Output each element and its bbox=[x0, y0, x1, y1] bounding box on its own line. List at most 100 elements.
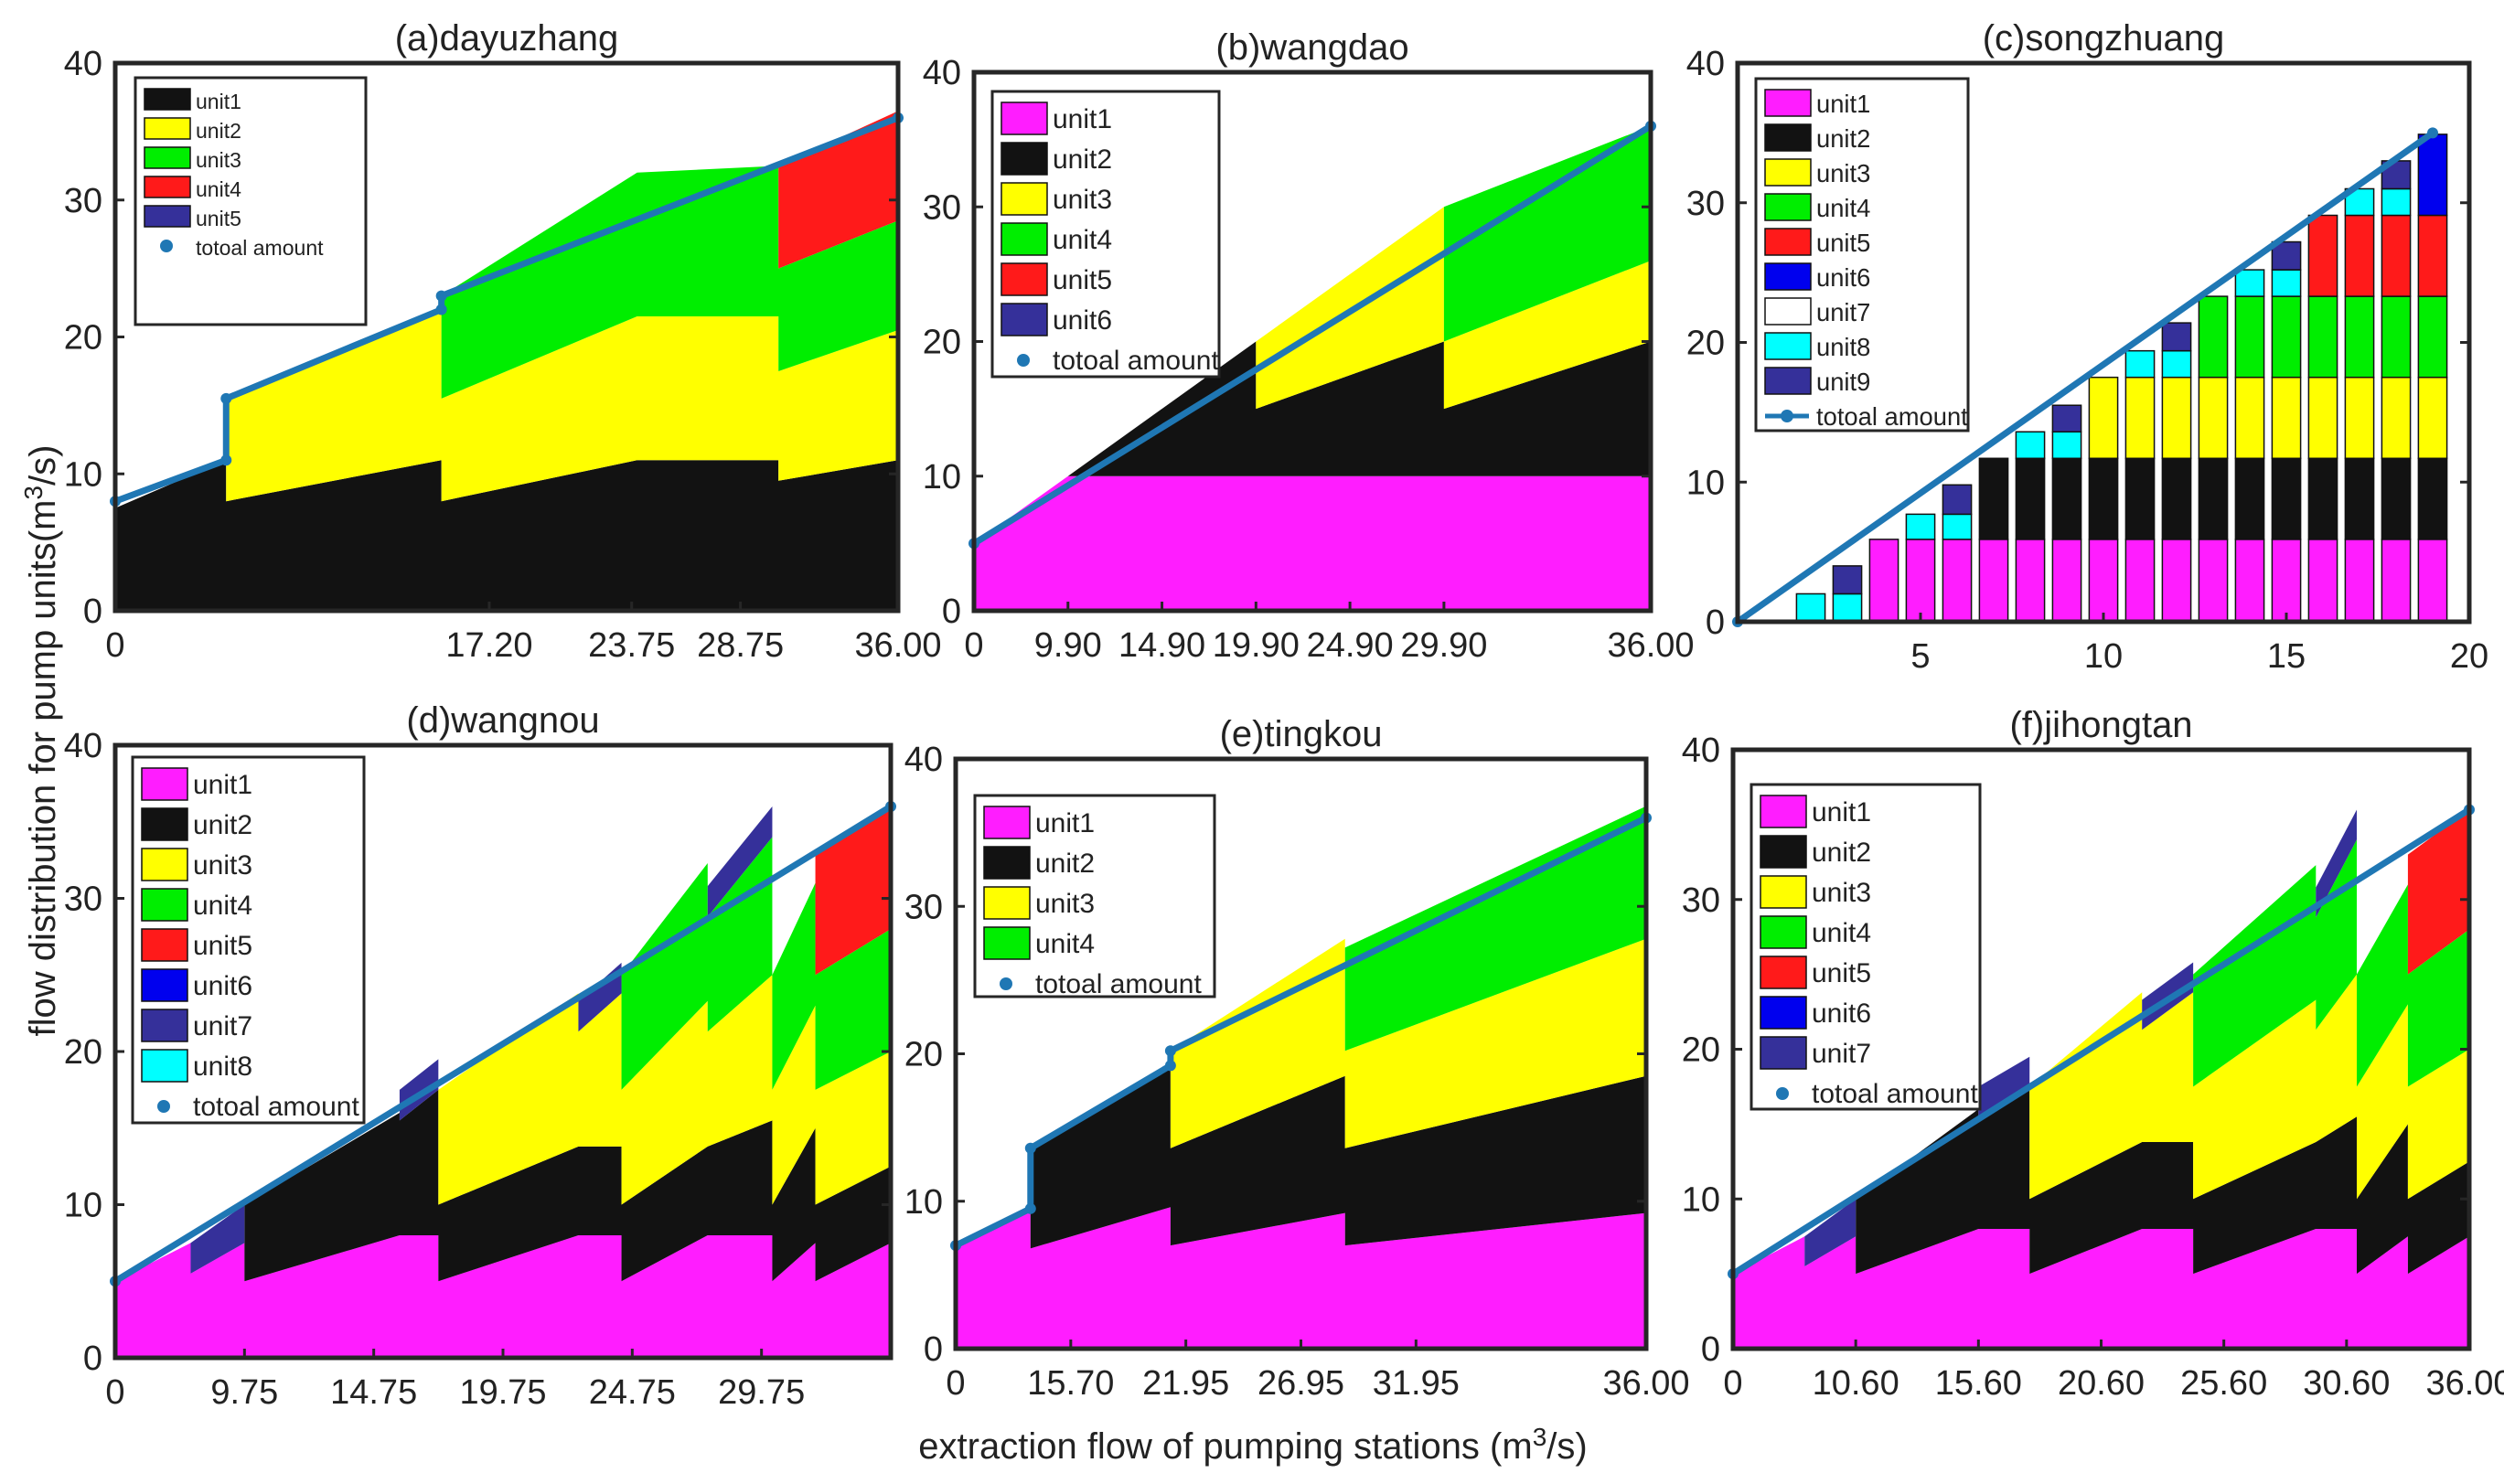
legend-marker-total bbox=[1776, 1087, 1789, 1100]
bar-segment-unit3 bbox=[2307, 376, 2338, 460]
legend-label: totoal amount bbox=[1035, 969, 1202, 999]
legend-label: unit3 bbox=[1053, 185, 1112, 215]
legend-swatch-unit6 bbox=[141, 968, 188, 1002]
legend-swatch-unit3 bbox=[144, 146, 191, 169]
legend-label: unit6 bbox=[1053, 305, 1112, 336]
legend-marker-total bbox=[1781, 410, 1793, 422]
x-tick-label: 0 bbox=[946, 1364, 965, 1403]
bar-segment-unit2 bbox=[2234, 457, 2265, 540]
area-unit1 bbox=[956, 1207, 1646, 1349]
panel-e: 0 10 20 30 40 0 15.70 21.95 26.95 31.95 36.00 (e)ti… bbox=[904, 714, 1690, 1403]
total-amount-line bbox=[113, 804, 893, 1285]
area-unit4 bbox=[956, 806, 1646, 1246]
legend-swatch-unit4 bbox=[144, 176, 191, 198]
y-tick-label: 20 bbox=[1686, 325, 1725, 363]
legend-swatch-unit1 bbox=[983, 806, 1031, 839]
bar-segment-unit8 bbox=[2015, 431, 2046, 460]
bar-segment-unit1 bbox=[2417, 539, 2448, 623]
panel-title: (f)jihongtan bbox=[2009, 705, 2192, 745]
x-tick-label: 19.90 bbox=[1213, 626, 1300, 665]
area-unit3 bbox=[974, 207, 1651, 544]
x-tick-label: 36.00 bbox=[1602, 1364, 1689, 1403]
bar-segment-unit3 bbox=[2381, 376, 2412, 460]
bar-segment-unit2 bbox=[2051, 457, 2082, 540]
bar-segment-unit1 bbox=[2271, 539, 2302, 623]
x-tick-label: 0 bbox=[964, 626, 983, 665]
legend-swatch-unit1 bbox=[1760, 795, 1807, 828]
bar-segment-unit1 bbox=[2307, 539, 2338, 623]
bar-segment-unit1 bbox=[1905, 539, 1936, 623]
bar-segment-unit9 bbox=[1832, 565, 1863, 595]
legend-swatch-unit2 bbox=[1760, 835, 1807, 869]
area-unit4 bbox=[1733, 839, 2469, 1275]
y-tick-label: 10 bbox=[1682, 1180, 1720, 1219]
legend-swatch-unit6 bbox=[1760, 996, 1807, 1030]
legend-label: totoal amount bbox=[196, 236, 324, 260]
x-tick-label: 0 bbox=[105, 626, 124, 665]
bar-segment-unit3 bbox=[2271, 376, 2302, 460]
bar-segment-unit1 bbox=[2161, 539, 2192, 623]
bar-segment-unit6 bbox=[2417, 133, 2448, 217]
legend-swatch-unit4 bbox=[141, 888, 188, 922]
bar-segment-unit4 bbox=[2417, 295, 2448, 379]
area-unit3 bbox=[115, 165, 898, 508]
y-axis-label: flow distribution for pump units(m3/s) bbox=[19, 445, 63, 1037]
bar-segment-unit1 bbox=[2051, 539, 2082, 623]
legend-swatch-unit4 bbox=[1001, 222, 1048, 256]
total-amount-line bbox=[113, 114, 900, 505]
legend-label: unit4 bbox=[193, 891, 252, 921]
y-tick-label: 10 bbox=[923, 458, 961, 496]
legend-swatch-unit6 bbox=[1001, 303, 1048, 336]
legend-marker-total bbox=[157, 1100, 170, 1113]
area-unit2 bbox=[1733, 1086, 2469, 1275]
bar-segment-unit3 bbox=[2161, 376, 2192, 460]
x-tick-label: 10 bbox=[2084, 637, 2123, 676]
y-tick-label: 0 bbox=[942, 593, 961, 631]
x-tick-label: 10.60 bbox=[1813, 1364, 1899, 1403]
bar-segment-unit8 bbox=[2161, 349, 2192, 379]
legend: unit1 unit2 unit3 unit4 unit5 unit6 unit7 unit8… bbox=[1754, 77, 1970, 432]
legend-label: unit3 bbox=[1812, 878, 1871, 908]
total-amount-point bbox=[1024, 1202, 1036, 1214]
x-tick-label: 14.75 bbox=[330, 1373, 417, 1412]
y-tick-label: 40 bbox=[923, 54, 961, 92]
panel-title: (c)songzhuang bbox=[1983, 18, 2225, 59]
bar-segment-unit1 bbox=[2124, 539, 2156, 623]
legend-label: unit5 bbox=[1816, 229, 1870, 257]
legend: unit1 unit2 unit3 unit4 unit5 unit6 unit7 unit8… bbox=[131, 755, 366, 1125]
total-amount-line bbox=[972, 123, 1653, 547]
y-tick-label: 20 bbox=[923, 324, 961, 362]
bar-segment-unit8 bbox=[2051, 431, 2082, 460]
x-tick-label: 25.60 bbox=[2180, 1364, 2267, 1403]
x-tick-label: 17.20 bbox=[445, 626, 532, 665]
legend-swatch-unit7 bbox=[1764, 297, 1812, 326]
legend-label: unit2 bbox=[193, 810, 252, 840]
x-tick-label: 30.60 bbox=[2303, 1364, 2390, 1403]
bar-segment-unit2 bbox=[2161, 457, 2192, 540]
x-tick-label: 9.75 bbox=[210, 1373, 278, 1412]
legend-swatch-unit7 bbox=[141, 1009, 188, 1042]
bar-segment-unit1 bbox=[2198, 539, 2229, 623]
legend-label: unit1 bbox=[1812, 797, 1871, 827]
total-amount-point bbox=[435, 290, 447, 302]
legend-swatch-unit1 bbox=[1001, 101, 1048, 135]
panel-title: (d)wangnou bbox=[406, 700, 599, 741]
bar-segment-unit2 bbox=[1978, 457, 2009, 540]
bar-segment-unit9 bbox=[2271, 240, 2302, 271]
legend-label: totoal amount bbox=[1816, 402, 1968, 431]
panel-title: (b)wangdao bbox=[1215, 27, 1408, 68]
y-tick-label: 10 bbox=[1686, 464, 1725, 502]
legend-swatch-unit4 bbox=[1760, 915, 1807, 949]
legend-label: unit7 bbox=[1812, 1039, 1871, 1069]
legend-label: unit6 bbox=[193, 971, 252, 1001]
legend-swatch-unit1 bbox=[144, 88, 191, 111]
bar-segment-unit2 bbox=[2417, 457, 2448, 540]
area-unit2 bbox=[115, 1089, 891, 1282]
x-tick-label: 0 bbox=[105, 1373, 124, 1412]
bar-segment-unit2 bbox=[2124, 457, 2156, 540]
y-tick-label: 20 bbox=[904, 1036, 943, 1074]
bar-segment-unit3 bbox=[2088, 376, 2119, 460]
bar-segment-unit9 bbox=[2161, 322, 2192, 352]
bar-segment-unit4 bbox=[2307, 295, 2338, 379]
legend-label: unit8 bbox=[193, 1052, 252, 1082]
